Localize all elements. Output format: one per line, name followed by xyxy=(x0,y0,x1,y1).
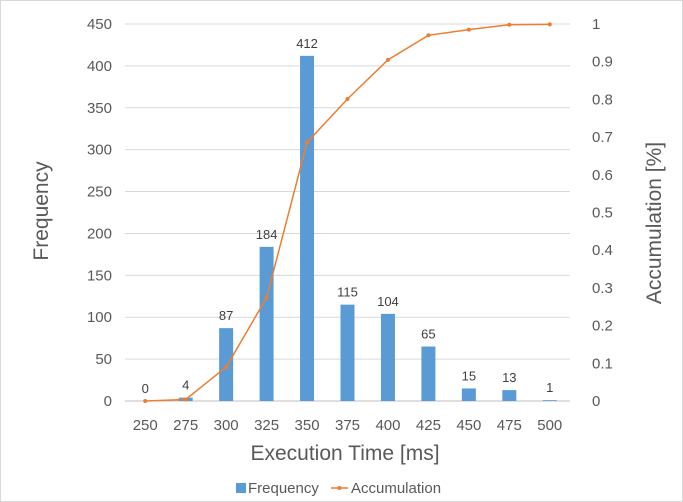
legend-frequency-swatch xyxy=(236,483,246,493)
x-tick-label: 400 xyxy=(375,417,400,434)
frequency-bar xyxy=(542,400,557,401)
frequency-bar xyxy=(340,304,355,401)
frequency-bar xyxy=(300,55,315,401)
y-tick-label: 400 xyxy=(87,58,112,75)
legend-accumulation-marker xyxy=(337,486,342,490)
x-tick-label: 475 xyxy=(497,417,522,434)
y2-axis-title: Accumulation [%] xyxy=(643,142,666,304)
legend: Frequency Accumulation xyxy=(236,480,441,497)
accumulation-line xyxy=(143,22,552,403)
x-tick-label: 425 xyxy=(416,417,441,434)
accumulation-point xyxy=(385,57,390,62)
x-axis-title: Execution Time [ms] xyxy=(250,442,439,465)
y-tick-label: 300 xyxy=(87,142,112,159)
y2-tick-label: 0.9 xyxy=(592,54,613,71)
y-tick-label: 200 xyxy=(87,225,112,242)
accumulation-point xyxy=(183,397,188,402)
y2-tick-label: 0.1 xyxy=(592,355,613,372)
y-tick-label: 100 xyxy=(87,309,112,326)
y2-tick-label: 0.3 xyxy=(592,280,613,297)
y-tick-label: 150 xyxy=(87,267,112,284)
frequency-bar xyxy=(421,346,436,401)
accumulation-point xyxy=(305,140,310,145)
frequency-bar xyxy=(461,388,476,401)
accumulation-point xyxy=(466,27,471,32)
accumulation-point xyxy=(224,365,229,370)
bar-data-label: 115 xyxy=(337,285,358,300)
accumulation-point xyxy=(507,22,512,27)
legend-frequency-label: Frequency xyxy=(248,480,319,497)
y-tick-label: 350 xyxy=(87,100,112,117)
x-tick-label: 450 xyxy=(456,417,481,434)
bar-data-label: 4 xyxy=(182,378,189,393)
bar-data-label: 184 xyxy=(256,227,278,242)
y-tick-label: 250 xyxy=(87,184,112,201)
x-tick-label: 375 xyxy=(335,417,360,434)
y2-tick-label: 0.6 xyxy=(592,167,613,184)
y-axis-ticks: 0 50 100 150 200 250 300 350 400 450 xyxy=(87,16,112,410)
y2-tick-label: 1 xyxy=(592,16,600,33)
x-tick-label: 350 xyxy=(295,417,320,434)
legend-accumulation-label: Accumulation xyxy=(351,480,441,497)
y2-tick-label: 0.8 xyxy=(592,91,613,108)
bar-data-label: 412 xyxy=(296,36,318,51)
frequency-bar xyxy=(502,390,517,401)
accumulation-point xyxy=(143,399,148,403)
x-tick-label: 325 xyxy=(254,417,279,434)
bar-data-label: 0 xyxy=(142,381,149,396)
bar-data-label: 87 xyxy=(219,308,233,323)
accumulation-point xyxy=(426,33,431,38)
bar-data-label: 15 xyxy=(462,368,476,383)
y2-tick-label: 0.7 xyxy=(592,129,613,146)
bar-data-label: 13 xyxy=(502,370,516,385)
gridlines xyxy=(125,23,570,402)
bar-data-label: 65 xyxy=(421,327,435,342)
x-tick-label: 250 xyxy=(133,417,158,434)
frequency-bar xyxy=(259,246,274,401)
y2-tick-label: 0.2 xyxy=(592,318,613,335)
y-tick-label: 50 xyxy=(95,351,112,368)
frequency-bar xyxy=(380,313,395,401)
frequency-bar xyxy=(219,328,234,401)
y-axis-title: Frequency xyxy=(30,161,53,261)
y-tick-label: 0 xyxy=(104,393,112,410)
x-tick-label: 300 xyxy=(214,417,239,434)
y2-axis-ticks: 0 0.1 0.2 0.3 0.4 0.5 0.6 0.7 0.8 0.9 1 xyxy=(592,16,613,410)
bar-data-label: 1 xyxy=(546,380,553,395)
y2-tick-label: 0.5 xyxy=(592,205,613,222)
accumulation-point xyxy=(345,97,350,102)
y2-tick-label: 0 xyxy=(592,393,600,410)
data-labels: 0 4 87 184 412 115 104 65 15 13 1 xyxy=(142,36,554,396)
y2-tick-label: 0.4 xyxy=(592,242,613,259)
bar-data-label: 104 xyxy=(377,294,399,309)
x-tick-label: 275 xyxy=(173,417,198,434)
x-tick-label: 500 xyxy=(537,417,562,434)
accumulation-point xyxy=(547,22,552,27)
accumulation-point xyxy=(264,295,269,300)
y-tick-label: 450 xyxy=(87,16,112,33)
x-axis-ticks: 250 275 300 325 350 375 400 425 450 475 500 xyxy=(133,417,563,434)
